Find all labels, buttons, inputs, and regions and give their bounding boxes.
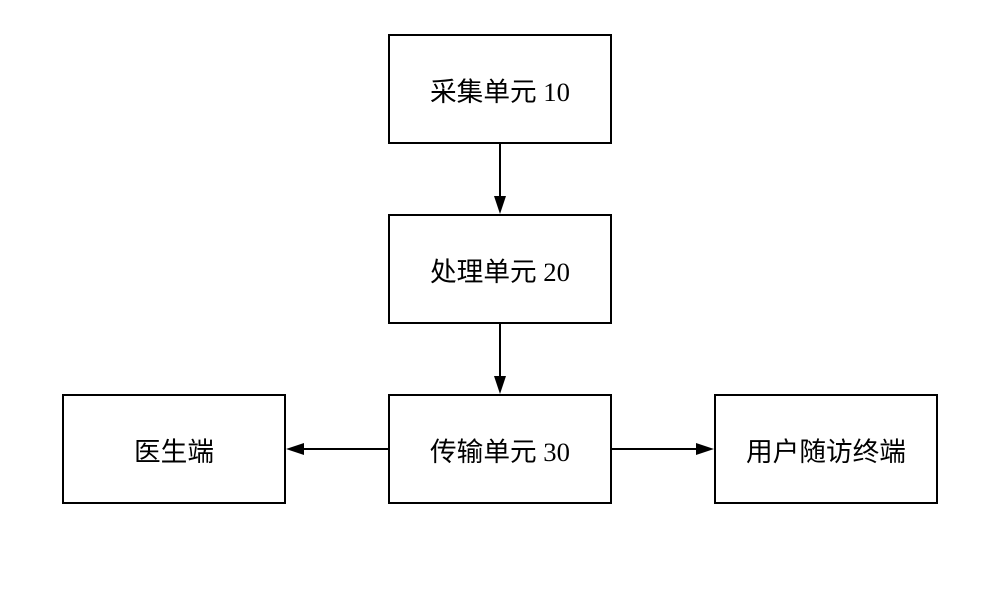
node-label: 传输单元 30 bbox=[430, 430, 570, 469]
diagram-canvas: 采集单元 10 处理单元 20 传输单元 30 医生端 用户随访终端 bbox=[0, 0, 1000, 612]
node-label: 处理单元 20 bbox=[430, 250, 570, 289]
node-label: 用户随访终端 bbox=[746, 430, 906, 469]
node-transmit-unit: 传输单元 30 bbox=[388, 394, 612, 504]
node-user-followup-terminal: 用户随访终端 bbox=[714, 394, 938, 504]
node-label: 医生端 bbox=[134, 430, 214, 469]
node-label: 采集单元 10 bbox=[430, 70, 570, 109]
node-collect-unit: 采集单元 10 bbox=[388, 34, 612, 144]
node-doctor-end: 医生端 bbox=[62, 394, 286, 504]
node-process-unit: 处理单元 20 bbox=[388, 214, 612, 324]
